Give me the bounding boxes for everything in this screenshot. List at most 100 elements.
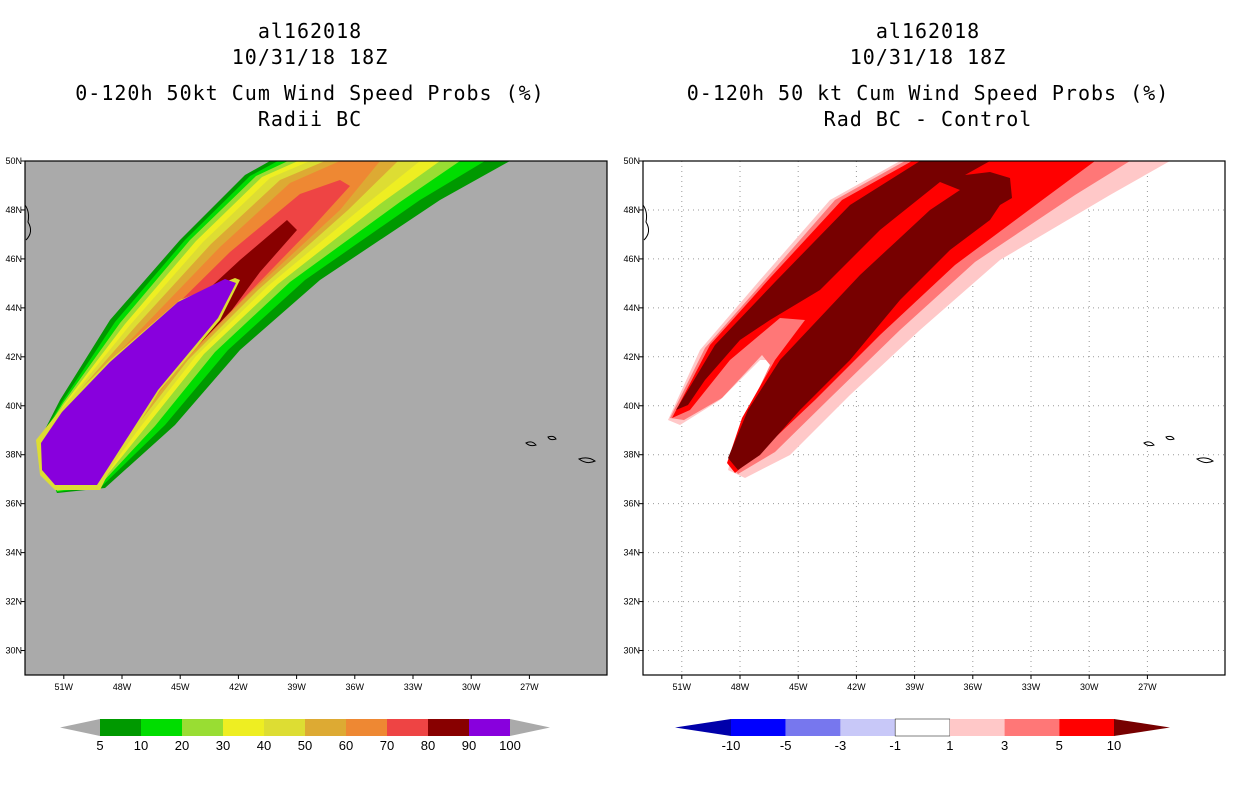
right-colorbar-arrow-low	[675, 719, 731, 736]
left-y-tick-label: 30N	[5, 646, 22, 656]
left-colorbar-label: 40	[257, 738, 271, 753]
left-colorbar-label: 80	[421, 738, 435, 753]
left-colorbar-swatch	[346, 719, 387, 736]
right-y-tick-label: 44N	[623, 303, 640, 313]
left-axis-ticks: 51W 48W 45W 42W 39W 36W 33W 30W 27W 30N 32N 34N 36N 3…	[5, 156, 539, 692]
left-x-tick-label: 48W	[113, 682, 132, 692]
left-colorbar-label: 30	[216, 738, 230, 753]
left-y-tick-label: 50N	[5, 156, 22, 166]
left-probability-swath	[36, 161, 510, 493]
left-map-frame	[24, 160, 608, 676]
left-colorbar-swatch	[387, 719, 428, 736]
right-y-tick-label: 42N	[623, 352, 640, 362]
left-title-line-2: 10/31/18 18Z	[231, 45, 389, 69]
right-y-tick-label: 46N	[623, 254, 640, 264]
right-y-tick-label: 48N	[623, 205, 640, 215]
right-x-tick-label: 27W	[1138, 682, 1157, 692]
left-y-tick-label: 46N	[5, 254, 22, 264]
right-colorbar-swatch	[894, 718, 951, 737]
left-y-tick-label: 40N	[5, 401, 22, 411]
right-colorbar-label: -5	[780, 738, 792, 753]
left-y-tick-label: 48N	[5, 205, 22, 215]
left-title: al162018 10/31/18 18Z 0-120h 50kt Cum Wi…	[10, 18, 610, 132]
left-colorbar-swatch	[264, 719, 305, 736]
left-colorbar-arrow-high	[510, 719, 550, 736]
left-y-tick-label: 32N	[5, 597, 22, 607]
right-colorbar-swatch	[1004, 719, 1060, 736]
right-colorbar-label: 5	[1056, 738, 1063, 753]
right-y-tick-label: 30N	[623, 646, 640, 656]
left-colorbar-label: 100	[499, 738, 521, 753]
right-colorbar-swatch	[785, 719, 841, 736]
right-colorbar-arrow-high	[1114, 719, 1170, 736]
right-y-tick-label: 50N	[623, 156, 640, 166]
left-colorbar-label: 5	[96, 738, 103, 753]
right-colorbar-swatch	[731, 719, 786, 736]
right-colorbar-swatch	[949, 719, 1005, 736]
right-x-tick-label: 36W	[964, 682, 983, 692]
right-colorbar-label: -3	[835, 738, 847, 753]
right-map-frame	[642, 160, 1226, 676]
right-difference-field	[668, 161, 1170, 478]
left-coastlines	[24, 204, 596, 464]
right-colorbar-label: 3	[1001, 738, 1008, 753]
left-colorbar-label: 20	[175, 738, 189, 753]
left-title-line-4: Radii BC	[257, 107, 363, 131]
swath-100	[41, 279, 236, 485]
left-y-tick-label: 42N	[5, 352, 22, 362]
left-y-tick-label: 34N	[5, 548, 22, 558]
left-y-tick-label: 44N	[5, 303, 22, 313]
right-x-tick-label: 39W	[905, 682, 924, 692]
left-y-tick-label: 38N	[5, 450, 22, 460]
left-x-tick-label: 27W	[520, 682, 539, 692]
left-x-tick-label: 51W	[55, 682, 74, 692]
left-colorbar-swatch	[182, 719, 223, 736]
left-title-line-3: 0-120h 50kt Cum Wind Speed Probs (%)	[75, 81, 545, 105]
right-title-line-3: 0-120h 50 kt Cum Wind Speed Probs (%)	[686, 81, 1170, 105]
right-colorbar-label: 10	[1107, 738, 1121, 753]
right-y-tick-label: 32N	[623, 597, 640, 607]
right-title-line-1: al162018	[875, 19, 981, 43]
left-colorbar-swatch	[469, 719, 510, 736]
right-map-panel: 51W 48W 45W 42W 39W 36W 33W 30W 27W 30N 32N 34N 36N 3…	[623, 156, 1226, 692]
left-colorbar: 5 10 20 30 40 50 60 70 80 90 100	[60, 719, 550, 753]
left-colorbar-swatch	[305, 719, 346, 736]
right-coastlines	[642, 204, 1214, 464]
diff-10	[676, 161, 1012, 470]
right-colorbar-label: -10	[722, 738, 741, 753]
right-y-tick-label: 34N	[623, 548, 640, 558]
left-x-tick-label: 42W	[229, 682, 248, 692]
left-y-tick-label: 36N	[5, 499, 22, 509]
right-y-tick-label: 38N	[623, 450, 640, 460]
right-x-tick-label: 42W	[847, 682, 866, 692]
left-colorbar-label: 70	[380, 738, 394, 753]
right-x-tick-label: 48W	[731, 682, 750, 692]
left-colorbar-swatch	[428, 719, 469, 736]
left-colorbar-swatch	[223, 719, 264, 736]
left-colorbar-label: 50	[298, 738, 312, 753]
left-colorbar-arrow-low	[60, 719, 100, 736]
right-y-tick-label: 36N	[623, 499, 640, 509]
left-x-tick-label: 45W	[171, 682, 190, 692]
left-colorbar-label: 90	[462, 738, 476, 753]
right-x-tick-label: 51W	[673, 682, 692, 692]
right-colorbar-swatch	[1059, 719, 1114, 736]
left-x-tick-label: 36W	[346, 682, 365, 692]
right-colorbar: -10 -5 -3 -1 1 3 5 10	[675, 718, 1170, 753]
left-map-panel: 51W 48W 45W 42W 39W 36W 33W 30W 27W 30N 32N 34N 36N 3…	[5, 156, 608, 692]
left-colorbar-label: 60	[339, 738, 353, 753]
right-x-tick-label: 45W	[789, 682, 808, 692]
left-colorbar-label: 10	[134, 738, 148, 753]
right-colorbar-label: -1	[889, 738, 901, 753]
left-x-tick-label: 33W	[404, 682, 423, 692]
right-colorbar-swatch	[840, 719, 896, 736]
left-x-tick-label: 39W	[287, 682, 306, 692]
left-colorbar-swatch	[100, 719, 141, 736]
right-axis-ticks: 51W 48W 45W 42W 39W 36W 33W 30W 27W 30N 32N 34N 36N 3…	[623, 156, 1157, 692]
right-colorbar-label: 1	[946, 738, 953, 753]
right-y-tick-label: 40N	[623, 401, 640, 411]
left-x-tick-label: 30W	[462, 682, 481, 692]
right-x-tick-label: 30W	[1080, 682, 1099, 692]
right-title: al162018 10/31/18 18Z 0-120h 50 kt Cum W…	[628, 18, 1228, 132]
